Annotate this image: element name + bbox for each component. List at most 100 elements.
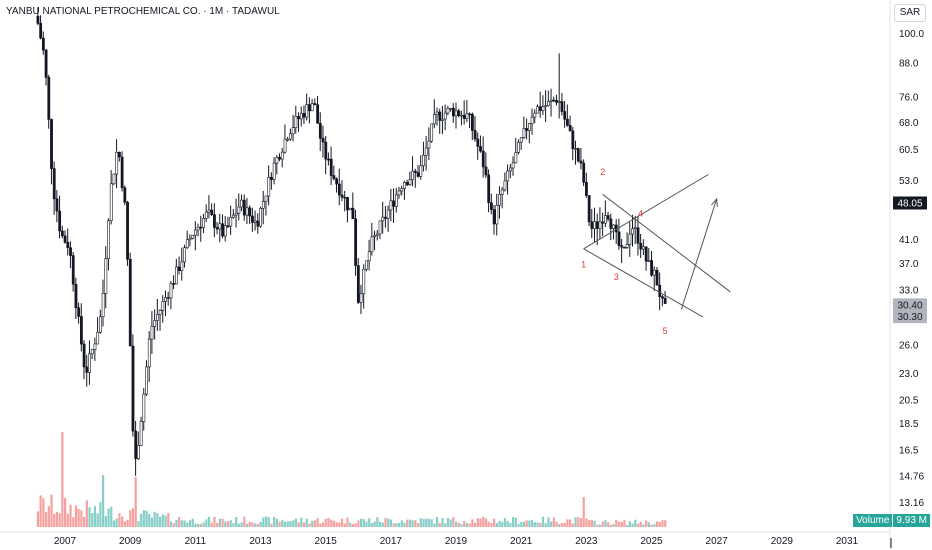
volume-bar <box>319 523 322 527</box>
candle-body <box>226 225 230 228</box>
volume-bar <box>180 520 183 527</box>
candle-body <box>601 221 605 224</box>
candle-body <box>598 221 602 229</box>
candle-body <box>180 261 184 271</box>
volume-bar <box>476 518 479 527</box>
candle-body <box>403 182 406 189</box>
candle-body <box>389 200 393 211</box>
candle-body <box>283 138 287 153</box>
candle-body <box>44 49 48 78</box>
candle-body <box>476 138 480 147</box>
candle-body <box>145 366 148 395</box>
candle-body <box>661 296 664 299</box>
volume-bar <box>536 522 539 527</box>
price-label-box <box>893 310 927 324</box>
volume-bar <box>590 519 593 527</box>
candle-body <box>251 215 254 223</box>
candle-body <box>321 137 325 143</box>
candle-body <box>528 123 531 131</box>
candle-body <box>131 345 135 432</box>
volume-bar <box>560 523 564 527</box>
candle-body <box>128 258 132 347</box>
candle-body <box>405 182 409 186</box>
candle-body <box>60 230 64 237</box>
x-tick-label: 2009 <box>119 536 142 547</box>
volume-bar <box>311 520 314 527</box>
volume-bar <box>202 522 205 527</box>
volume-bar <box>533 522 536 527</box>
candle-body <box>50 119 53 169</box>
candle-body <box>289 133 292 140</box>
y-tick-label: 41.0 <box>899 235 919 246</box>
volume-bar <box>338 522 341 527</box>
volume-bar <box>167 512 170 527</box>
projection-arrow-head <box>711 197 718 207</box>
volume-bar <box>175 519 178 527</box>
candle-body <box>500 189 504 195</box>
volume-bar <box>292 520 295 527</box>
volume-bar <box>85 500 88 527</box>
volume-bar <box>604 520 607 527</box>
volume-bar <box>50 494 53 527</box>
volume-bar <box>484 518 488 527</box>
candle-body <box>416 172 420 177</box>
candle-body <box>112 173 116 185</box>
candle-body <box>443 112 447 120</box>
candle-body <box>185 239 189 248</box>
candle-body <box>139 421 143 446</box>
candle-body <box>332 175 336 180</box>
candle-body <box>470 114 474 131</box>
y-tick-label: 14.76 <box>899 471 924 482</box>
candle-body <box>579 160 583 164</box>
trend-line <box>583 173 709 250</box>
volume-bar <box>199 523 202 527</box>
volume-bar <box>558 524 561 527</box>
candle-body <box>104 258 108 294</box>
volume-bar <box>80 510 83 527</box>
candle-body <box>628 233 632 245</box>
candle-body <box>462 114 466 119</box>
candle-body <box>134 430 138 459</box>
volume-bar <box>93 506 97 527</box>
y-tick-label: 76.0 <box>899 92 919 103</box>
candle-body <box>449 107 453 110</box>
volume-bar <box>66 513 69 527</box>
price-label-box <box>893 196 927 210</box>
candle-body <box>484 166 488 176</box>
volume-bar <box>283 521 287 527</box>
candle-body <box>264 195 268 202</box>
x-tick-label: 2029 <box>771 536 794 547</box>
volume-bar <box>628 521 631 527</box>
wave-label: 1 <box>581 260 586 270</box>
candle-body <box>272 162 276 180</box>
candle-body <box>587 195 591 223</box>
volume-bar <box>658 521 661 527</box>
volume-bar <box>354 523 357 527</box>
x-tick-label: 2031 <box>836 536 859 547</box>
volume-bar <box>216 522 219 527</box>
candle-body <box>120 156 124 189</box>
candle-body <box>560 101 564 112</box>
candle-body <box>318 123 322 139</box>
projection-arrow-line <box>680 198 718 310</box>
volume-bar <box>153 511 156 527</box>
candle-body <box>221 223 224 237</box>
volume-bar <box>351 524 355 527</box>
volume-bar <box>522 521 526 527</box>
volume-bar <box>498 520 501 527</box>
candle-body <box>52 168 56 200</box>
candle-body <box>351 207 355 220</box>
candle-body <box>454 110 458 117</box>
currency-selector[interactable]: SAR <box>894 4 926 22</box>
volume-bar <box>588 520 591 527</box>
volume-bar <box>121 516 124 527</box>
candle-body <box>479 146 482 152</box>
candle-body <box>430 123 434 142</box>
x-tick-label: 2027 <box>706 536 729 547</box>
volume-bar <box>254 523 257 527</box>
volume-bar <box>69 504 72 527</box>
volume-bar <box>172 523 175 527</box>
volume-bar <box>221 518 224 527</box>
candle-body <box>310 103 314 112</box>
